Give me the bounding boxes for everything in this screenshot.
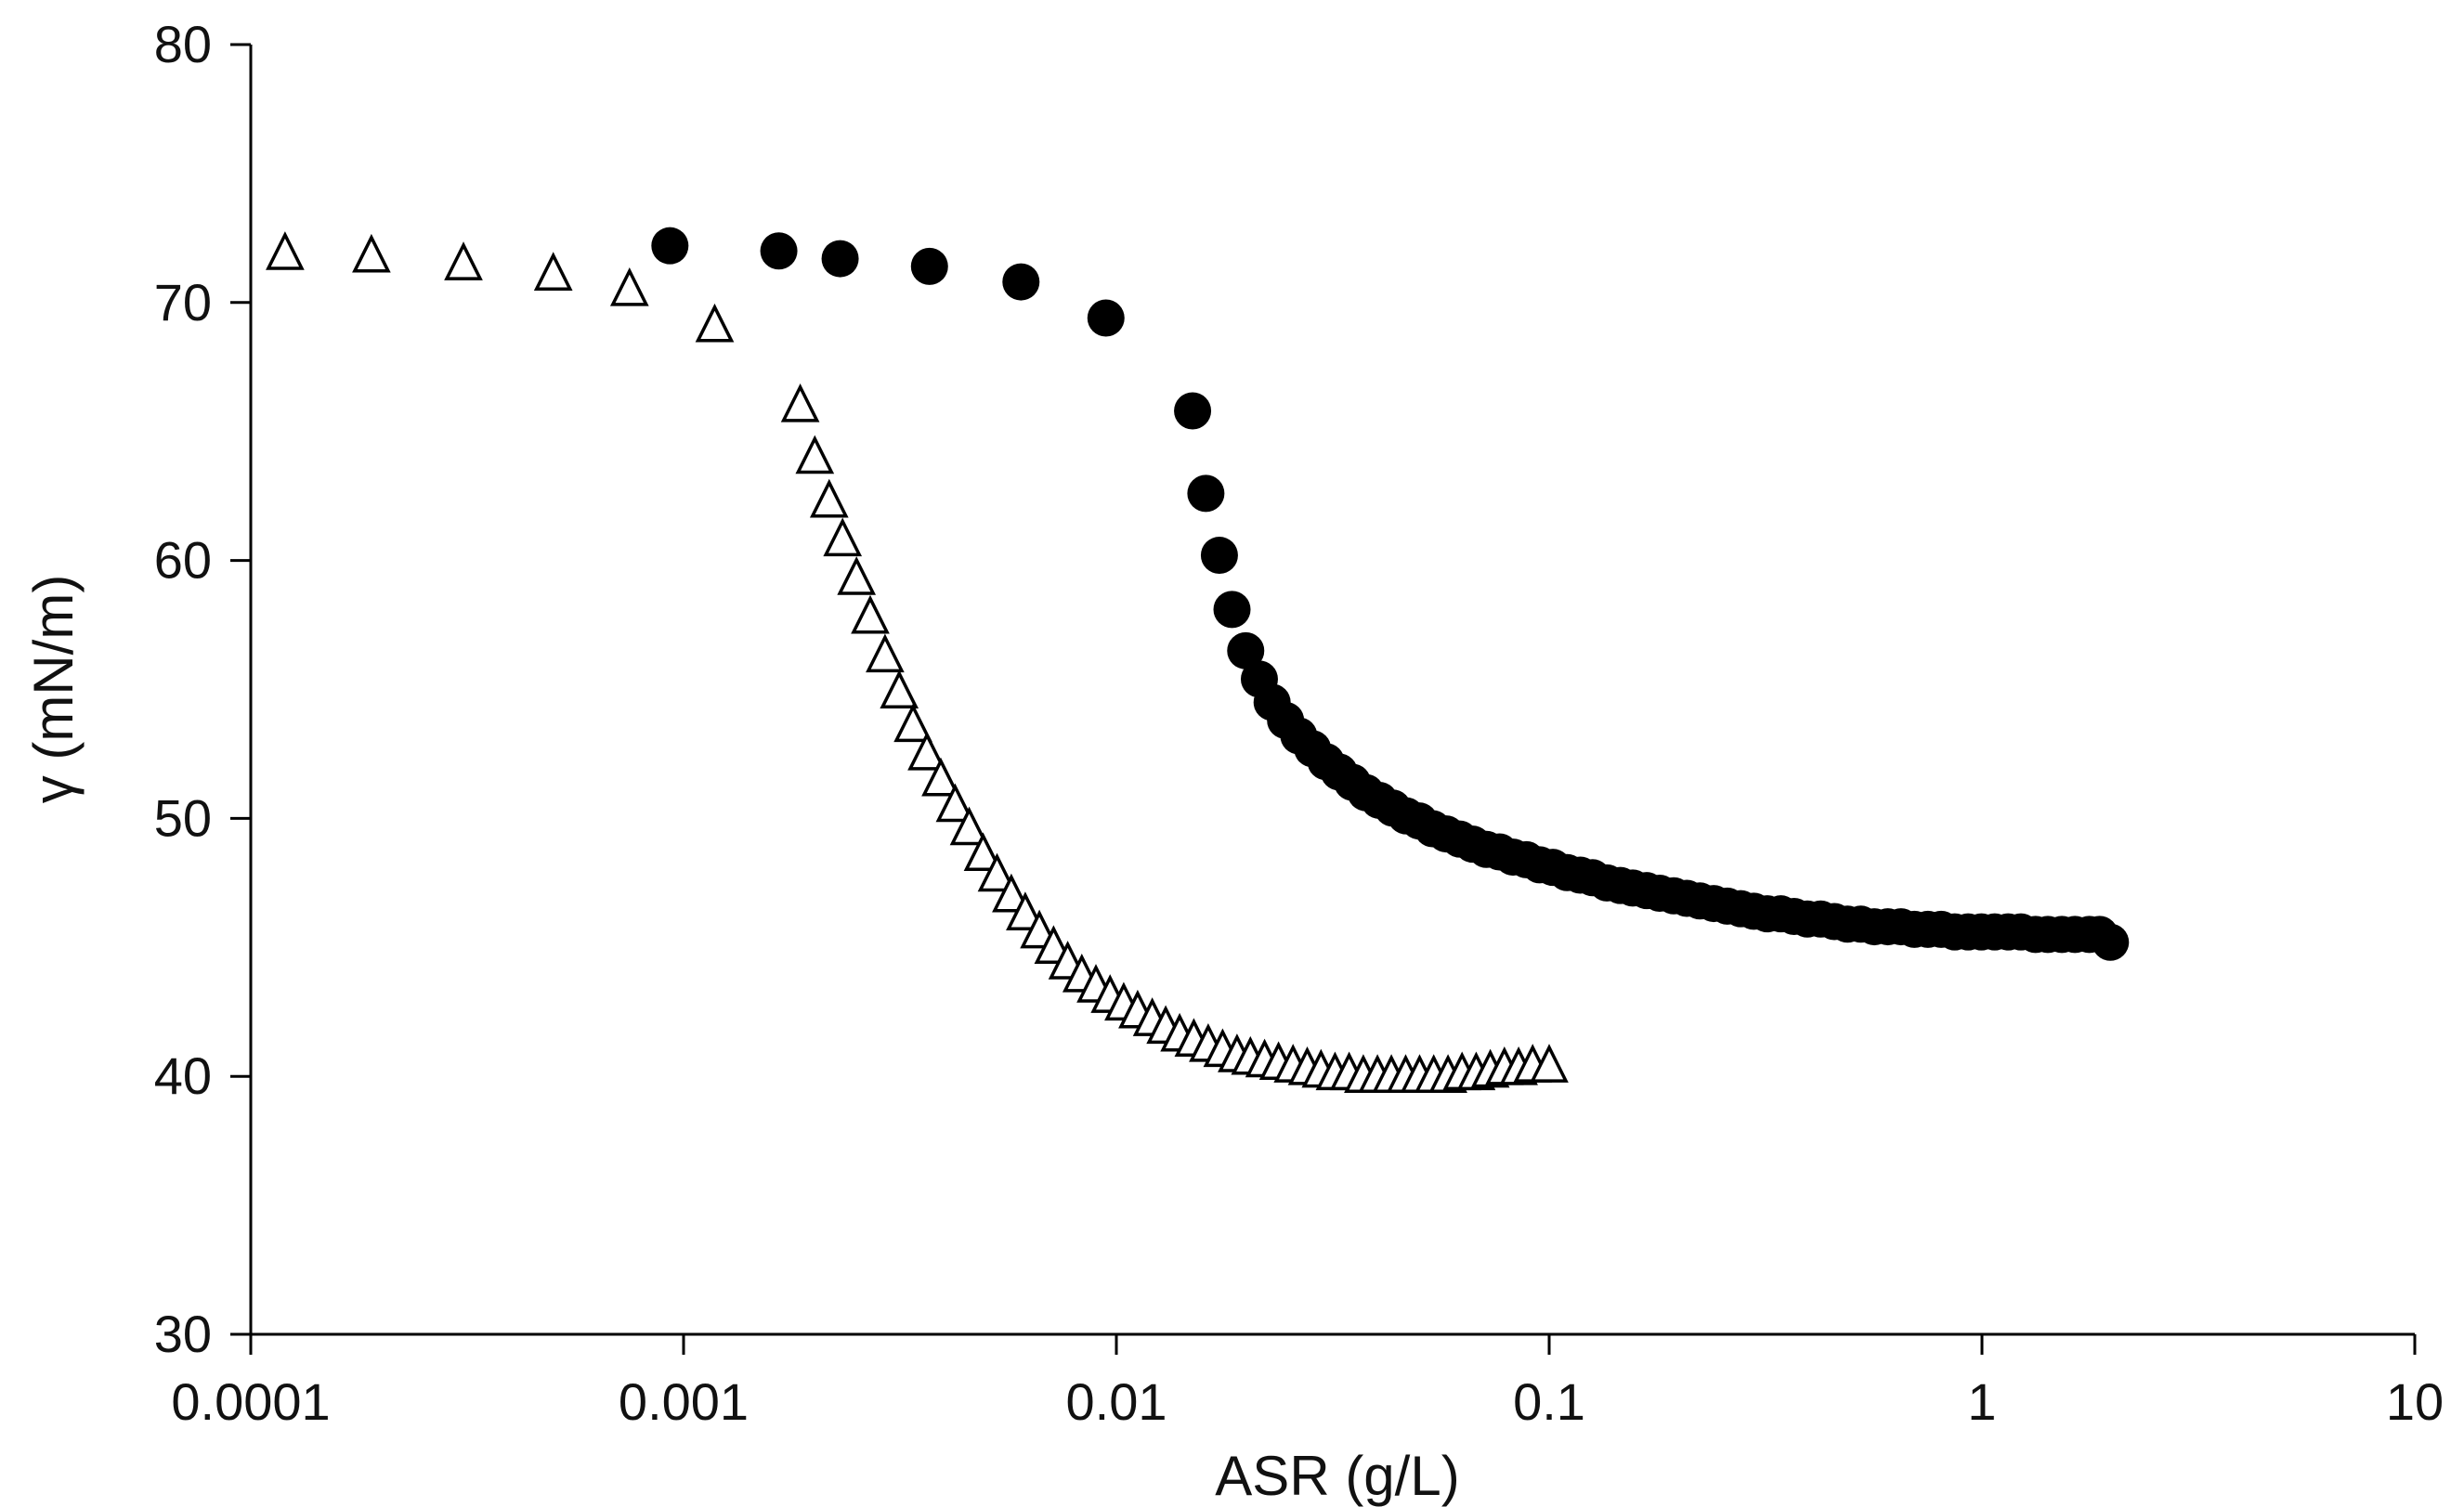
data-point-triangle (963, 832, 1003, 872)
data-point-circle (1174, 392, 1212, 430)
data-point-triangle (935, 783, 975, 823)
data-point-triangle (444, 241, 483, 280)
series-open-triangles (266, 231, 1569, 1093)
data-point-triangle (893, 703, 932, 743)
data-point-triangle (609, 266, 649, 306)
data-point-triangle (266, 231, 305, 270)
axes (249, 45, 2415, 1336)
series-filled-circles (651, 227, 2130, 961)
ticks: 30 40 50 60 70 80 0.0001 0.001 0.01 0.1 1 10 (154, 15, 2444, 1431)
data-point-circle (1213, 591, 1251, 629)
y-tick-label: 70 (154, 273, 212, 331)
y-axis-title: γ (mN/m) (22, 575, 85, 804)
x-axis-title: ASR (g/L) (1215, 1445, 1459, 1507)
y-tick-label: 30 (154, 1305, 212, 1363)
data-point-triangle (352, 233, 391, 273)
data-point-triangle (921, 757, 960, 797)
data-point-circle (1002, 263, 1040, 301)
x-tick-label: 0.0001 (171, 1372, 330, 1431)
data-point-triangle (795, 435, 835, 474)
data-point-circle (651, 227, 689, 265)
y-tick-label: 60 (154, 531, 212, 590)
data-point-triangle (780, 383, 820, 422)
y-tick-label: 80 (154, 15, 212, 73)
data-point-triangle (907, 731, 946, 771)
data-point-triangle (1006, 891, 1045, 930)
data-point-circle (1227, 631, 1265, 669)
y-tick-label: 50 (154, 788, 212, 847)
data-point-triangle (992, 873, 1031, 913)
data-point-triangle (837, 556, 877, 595)
plot-area (266, 227, 2130, 1093)
x-tick-label: 0.1 (1513, 1372, 1585, 1431)
data-point-circle (1087, 299, 1125, 337)
data-point-circle (760, 232, 798, 270)
data-point-triangle (823, 517, 863, 557)
data-point-triangle (949, 806, 989, 846)
data-point-circle (2092, 923, 2130, 961)
x-tick-label: 1 (1967, 1372, 1996, 1431)
data-point-triangle (880, 669, 919, 709)
data-point-circle (910, 247, 948, 285)
data-point-circle (821, 240, 859, 278)
data-point-triangle (866, 633, 905, 673)
data-point-triangle (695, 303, 735, 343)
x-tick-label: 0.001 (619, 1372, 749, 1431)
data-point-circle (1187, 474, 1225, 513)
data-point-triangle (1530, 1044, 1569, 1083)
data-point-triangle (977, 852, 1017, 892)
data-point-circle (1200, 537, 1238, 575)
data-point-triangle (533, 252, 573, 291)
data-point-triangle (851, 594, 890, 634)
y-tick-label: 40 (154, 1046, 212, 1105)
x-tick-label: 0.01 (1066, 1372, 1167, 1431)
x-tick-label: 10 (2386, 1372, 2444, 1431)
data-point-triangle (809, 478, 849, 518)
